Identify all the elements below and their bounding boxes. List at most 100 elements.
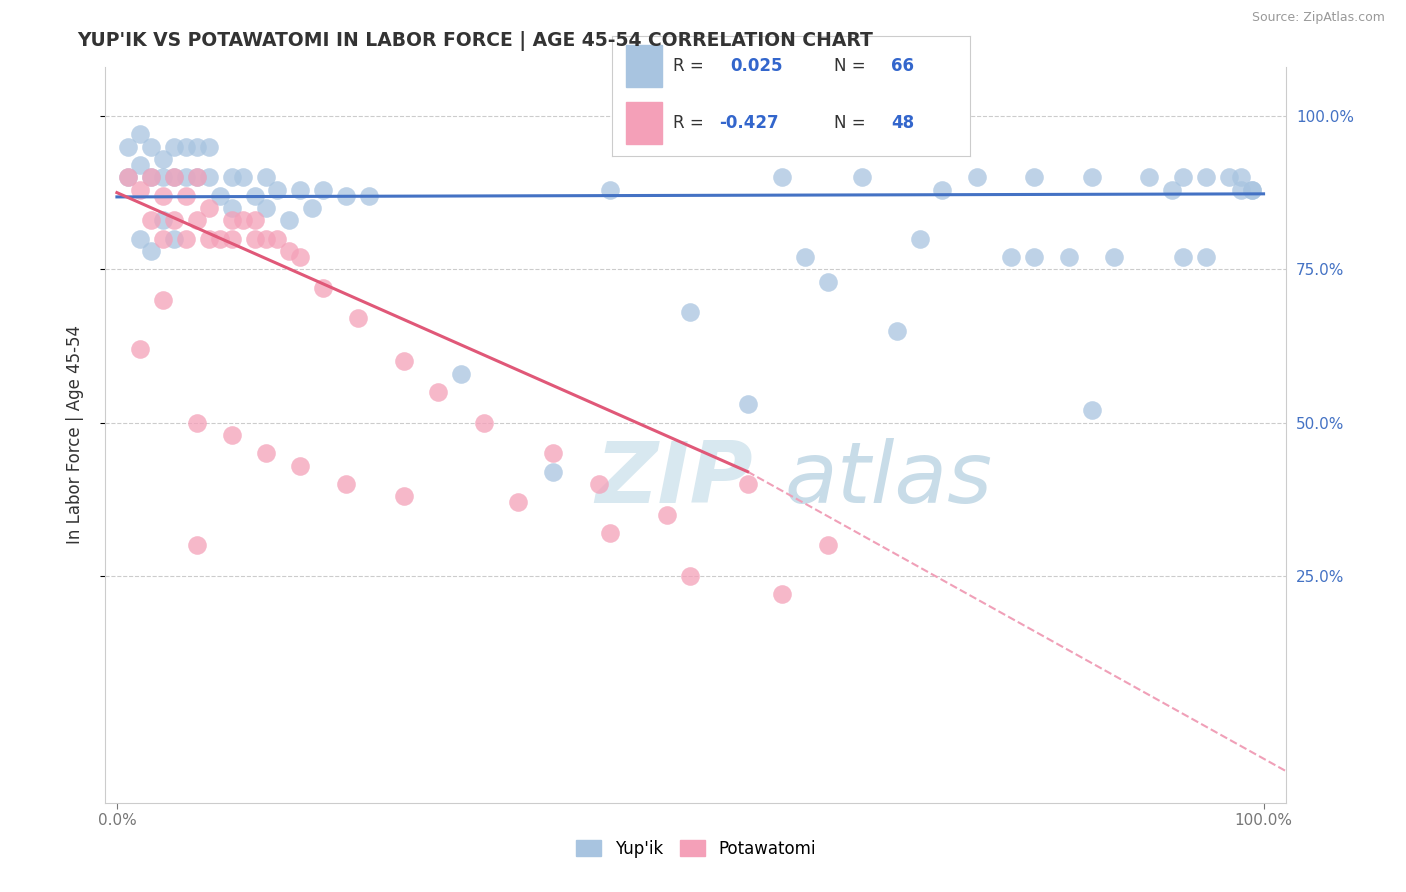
Point [301, 201, 323, 215]
Point [312, 183, 335, 197]
Point [186, 170, 208, 185]
Point [599, 526, 621, 541]
Point [221, 428, 243, 442]
Point [1229, 170, 1251, 185]
Point [908, 232, 931, 246]
Point [886, 324, 908, 338]
Point [679, 305, 702, 319]
Point [427, 384, 450, 399]
Text: 48: 48 [891, 114, 914, 132]
Point [232, 213, 254, 227]
Point [152, 213, 174, 227]
Text: R =: R = [672, 114, 703, 132]
Point [508, 495, 530, 509]
Point [1160, 183, 1182, 197]
Point [335, 188, 357, 202]
Point [128, 128, 150, 142]
Point [197, 201, 219, 215]
Point [141, 170, 163, 185]
Point [221, 201, 243, 215]
Point [1024, 170, 1046, 185]
Text: ZIP: ZIP [596, 437, 754, 521]
Point [117, 139, 139, 153]
Point [737, 397, 759, 411]
Point [1173, 250, 1195, 264]
Point [770, 587, 793, 601]
Point [152, 170, 174, 185]
Point [141, 213, 163, 227]
Point [117, 170, 139, 185]
Point [1080, 403, 1102, 417]
Text: 66: 66 [891, 57, 914, 76]
Point [793, 250, 815, 264]
Point [359, 188, 381, 202]
Point [163, 170, 186, 185]
Point [450, 367, 472, 381]
Point [657, 508, 679, 522]
Point [277, 244, 299, 258]
Point [817, 275, 839, 289]
Point [1241, 183, 1264, 197]
Point [141, 170, 163, 185]
Text: -0.427: -0.427 [720, 114, 779, 132]
Point [290, 458, 312, 473]
Point [1218, 170, 1240, 185]
Point [186, 538, 208, 552]
Point [266, 183, 288, 197]
Point [737, 476, 759, 491]
Point [1173, 170, 1195, 185]
Point [1057, 250, 1080, 264]
Text: YUP'IK VS POTAWATOMI IN LABOR FORCE | AGE 45-54 CORRELATION CHART: YUP'IK VS POTAWATOMI IN LABOR FORCE | AG… [77, 31, 873, 51]
Point [1241, 183, 1264, 197]
Text: N =: N = [834, 114, 866, 132]
Point [221, 170, 243, 185]
Point [1080, 170, 1102, 185]
Point [186, 170, 208, 185]
Point [931, 183, 953, 197]
Point [152, 152, 174, 166]
Point [392, 489, 415, 503]
Point [817, 538, 839, 552]
Text: 0.025: 0.025 [730, 57, 782, 76]
Point [1137, 170, 1160, 185]
Bar [626, 102, 662, 144]
Point [174, 139, 197, 153]
Point [541, 465, 564, 479]
Point [588, 476, 610, 491]
Y-axis label: In Labor Force | Age 45-54: In Labor Force | Age 45-54 [66, 326, 84, 544]
Point [221, 213, 243, 227]
Point [117, 170, 139, 185]
Text: N =: N = [834, 57, 866, 76]
Point [128, 183, 150, 197]
Point [346, 311, 368, 326]
Point [163, 232, 186, 246]
Point [186, 416, 208, 430]
Point [186, 139, 208, 153]
Point [1195, 170, 1218, 185]
Point [243, 232, 266, 246]
Point [1024, 250, 1046, 264]
Point [254, 446, 277, 460]
Point [174, 188, 197, 202]
Point [141, 139, 163, 153]
Legend: Yup'ik, Potawatomi: Yup'ik, Potawatomi [569, 833, 823, 864]
Point [209, 188, 232, 202]
Point [1104, 250, 1126, 264]
Point [851, 170, 873, 185]
Point [152, 232, 174, 246]
Point [392, 354, 415, 368]
Point [141, 244, 163, 258]
Bar [626, 45, 662, 87]
Point [128, 158, 150, 172]
Point [163, 213, 186, 227]
Point [197, 232, 219, 246]
Point [186, 213, 208, 227]
Point [232, 170, 254, 185]
Point [770, 170, 793, 185]
Point [221, 232, 243, 246]
Point [966, 170, 988, 185]
Point [128, 232, 150, 246]
Point [290, 183, 312, 197]
Text: atlas: atlas [785, 437, 993, 521]
Point [541, 446, 564, 460]
